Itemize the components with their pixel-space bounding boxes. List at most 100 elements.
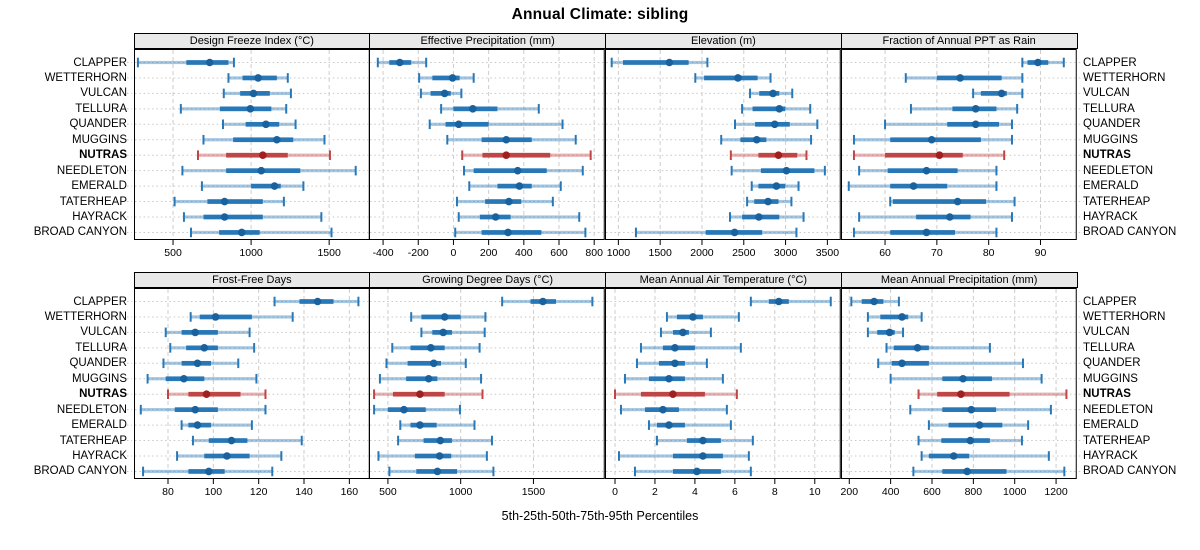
interval-broad-canyon [189, 227, 332, 238]
median-dot [671, 344, 679, 352]
median-dot [433, 467, 442, 476]
median-dot [427, 344, 435, 352]
bar-25-75 [445, 121, 489, 127]
interval-vulcan [659, 327, 712, 338]
median-dot [425, 374, 433, 383]
interval-hayrack [377, 451, 489, 461]
site-label-right: HAYRACK [1083, 450, 1138, 462]
interval-vulcan [971, 88, 1024, 99]
panel-strip-elevation-m: Elevation (m) [605, 33, 842, 49]
median-dot [246, 105, 254, 113]
x-axis-tick-label: 800 [964, 486, 982, 498]
bar-25-75 [704, 75, 758, 81]
median-dot [953, 197, 962, 206]
interval-tellura [639, 343, 742, 353]
median-dot [469, 105, 477, 113]
panel-canvas-elevation-m: 1000 1500 2000 2500 3000 3500 [605, 49, 841, 259]
interval-quander [221, 119, 297, 130]
median-dot [949, 452, 958, 460]
interval-wetterhorn [665, 312, 740, 322]
interval-clapper [273, 296, 359, 307]
site-label-left: CLAPPER [73, 295, 127, 308]
median-dot [963, 467, 971, 476]
x-axis-tick-label: 500 [164, 247, 182, 259]
panel-border [369, 288, 605, 479]
x-axis-tick-label: 90 [1034, 247, 1046, 259]
median-dot [927, 135, 936, 144]
interval-emerald [180, 420, 253, 430]
x-gridlines: 1000 1500 2000 2500 3000 3500 [607, 50, 839, 259]
interval-hayrack [175, 451, 282, 461]
x-axis-tick-label: 400 [882, 486, 900, 498]
median-dot [400, 405, 408, 414]
bar-25-75 [482, 152, 551, 158]
site-label-right: TATERHEAP [1083, 434, 1151, 447]
site-label-right: VULCAN [1083, 326, 1130, 339]
median-dot [258, 151, 267, 159]
interval-clapper [1021, 57, 1065, 68]
median-dot [665, 58, 674, 67]
interval-wetterhorn [866, 312, 923, 322]
panel-strip-effective-precipitation-mm: Effective Precipitation (mm) [369, 33, 606, 49]
panel-strip-label: Design Freeze Index (°C) [189, 35, 314, 47]
median-dot [971, 105, 980, 113]
interval-needleton [180, 165, 357, 176]
bar-25-75 [893, 345, 929, 351]
median-dot [967, 405, 975, 414]
median-dot [193, 421, 201, 429]
panel-strip-label: Effective Precipitation (mm) [420, 35, 555, 47]
median-dot [909, 182, 918, 190]
interval-muggins [720, 134, 813, 145]
x-axis-tick-label: 140 [295, 486, 313, 498]
panel-canvas-design-freeze-index-c: 500 1000 1500 [126, 49, 370, 259]
bar-25-75 [622, 60, 689, 65]
site-label-left: BROAD CANYON [33, 226, 127, 239]
interval-nutras [613, 389, 738, 399]
panel-strip-fraction-of-annual-ppt-as-rain: Fraction of Annual PPT as Rain [840, 33, 1078, 49]
median-dot [671, 359, 679, 368]
median-dot [505, 197, 513, 206]
median-dot [227, 436, 235, 445]
site-label-left: TELLURA [75, 341, 127, 354]
band-5-95 [421, 330, 485, 334]
median-dot [502, 135, 511, 144]
median-dot [222, 452, 231, 460]
site-label-right: QUANDER [1083, 357, 1141, 370]
interval-wetterhorn [904, 73, 1024, 83]
site-label-right: CLAPPER [1083, 56, 1137, 69]
median-dot [270, 182, 278, 190]
interval-hayrack [457, 212, 581, 222]
site-label-right: WETTERHORN [1083, 71, 1166, 84]
interval-hayrack [728, 212, 805, 222]
x-axis-tick-label: 600 [923, 486, 941, 498]
row-gridlines [126, 301, 369, 472]
panel-strip-label: Mean Annual Air Temperature (°C) [639, 274, 808, 286]
interval-emerald [750, 181, 800, 191]
interval-quander [161, 358, 239, 369]
median-dot [1033, 58, 1042, 67]
site-label-right: QUANDER [1083, 118, 1141, 131]
interval-quander [428, 119, 564, 130]
interval-taterheap [746, 196, 793, 207]
panel-border [133, 49, 370, 240]
x-axis-tick-label: 200 [480, 247, 498, 259]
panel-strip-label: Growing Degree Days (°C) [422, 274, 554, 286]
interval-emerald [468, 181, 563, 191]
band-5-95 [181, 423, 252, 427]
interval-vulcan [866, 327, 904, 338]
median-dot [772, 182, 781, 190]
interval-muggins [623, 373, 724, 384]
site-label-right: EMERALD [1083, 180, 1139, 193]
x-axis-tick-label: 100 [204, 486, 222, 498]
x-axis-tick-label: 1500 [522, 486, 546, 498]
median-dot [514, 166, 522, 175]
interval-nutras [461, 150, 592, 160]
interval-tellura [168, 343, 255, 353]
interval-tellura [741, 104, 812, 114]
site-label-right: WETTERHORN [1083, 310, 1166, 323]
bar-25-75 [948, 422, 1003, 428]
median-dot [199, 344, 208, 352]
bar-25-75 [662, 345, 695, 351]
x-axis-tick-label: 1000 [1003, 486, 1027, 498]
